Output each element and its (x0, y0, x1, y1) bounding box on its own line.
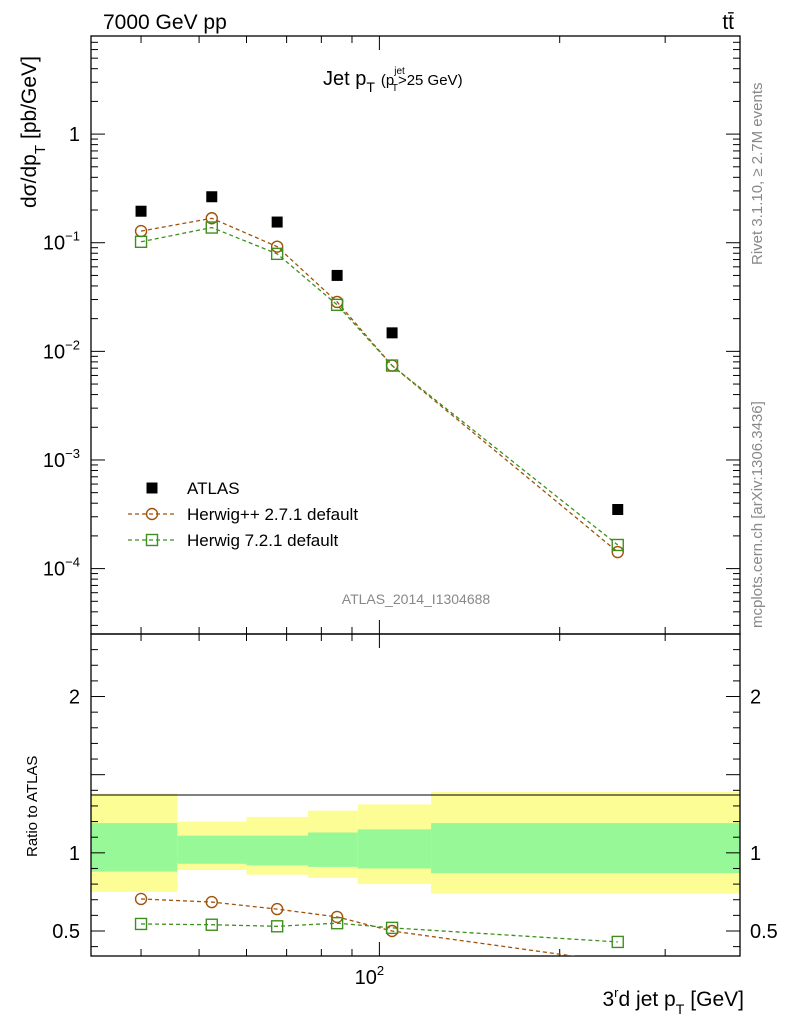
analysis-watermark: ATLAS_2014_I1304688 (342, 591, 491, 607)
point-atlas (206, 191, 218, 203)
point-herwig-7-2-1-default (134, 917, 148, 931)
main-y-tick-label: 10−4 (43, 555, 80, 581)
ratio-band-green (357, 829, 432, 869)
ratio-panel-frame (90, 633, 741, 957)
ratio-band-green (246, 835, 309, 866)
series-line-herwig-2-7-1-default (141, 898, 578, 956)
ratio-y-tick-label: 0.5 (52, 921, 80, 943)
point-herwig-2-7-1-default (205, 895, 218, 909)
point-herwig-7-2-1-default (270, 920, 284, 933)
point-herwig-2-7-1-default (611, 545, 624, 559)
legend-label: Herwig++ 2.7.1 default (187, 505, 358, 524)
legend-label: ATLAS (187, 479, 240, 498)
point-herwig-2-7-1-default (270, 902, 284, 916)
ratio-band-green (177, 835, 247, 864)
ratio-axis-ticks: 102 2 2 1 1 0.5 0.5 (52, 633, 778, 989)
point-herwig-2-7-1-default (134, 892, 148, 906)
point-atlas (386, 327, 398, 339)
point-atlas (331, 269, 343, 281)
legend-marker (145, 533, 159, 547)
mcplots-label: mcplots.cern.ch [arXiv:1306.3436] (749, 401, 766, 628)
ratio-band-green (431, 823, 740, 874)
point-atlas (271, 216, 283, 228)
main-y-tick-label: 1 (69, 124, 80, 146)
point-herwig-7-2-1-default (385, 921, 399, 935)
point-atlas (612, 504, 624, 516)
ratio-y-axis-label: Ratio to ATLAS (24, 756, 41, 857)
point-herwig-7-2-1-default (330, 916, 344, 930)
series-line-herwig-7-2-1-default (140, 226, 619, 546)
ratio-y-tick-label: 1 (69, 843, 80, 865)
main-y-axis-label: dσ/dpT[pb/GeV] (18, 56, 49, 208)
ratio-y-tick-label-right: 2 (750, 687, 761, 709)
main-y-tick-label: 10−2 (43, 337, 80, 363)
main-axis-ticks: 1 10−1 10−2 10−3 10−4 (43, 35, 741, 634)
ratio-band-green (308, 832, 358, 867)
point-herwig-7-2-1-default (134, 235, 148, 248)
legend-marker (145, 507, 159, 521)
point-herwig-7-2-1-default (611, 935, 624, 949)
ratio-y-tick-label-right: 1 (750, 843, 761, 865)
point-herwig-7-2-1-default (330, 298, 344, 312)
legend-label: Herwig 7.2.1 default (187, 531, 338, 550)
rivet-label: Rivet 3.1.10, ≥ 2.7M events (749, 83, 766, 266)
series-line-herwig-2-7-1-default (140, 217, 619, 553)
point-herwig-7-2-1-default (385, 359, 399, 372)
main-y-tick-label: 10−3 (43, 446, 80, 472)
ratio-band-green (91, 823, 178, 872)
energy-label: 7000 GeV pp (103, 11, 227, 34)
point-herwig-2-7-1-default (270, 240, 284, 253)
point-atlas (135, 205, 147, 217)
ratio-y-tick-label-right: 0.5 (750, 921, 778, 943)
legend: ATLAS Herwig++ 2.7.1 default Herwig 7.2.1 … (128, 479, 358, 550)
x-axis-label: 3rd jet pT [GeV] (602, 985, 744, 1017)
process-label: tt̄ (722, 11, 734, 34)
x-tick-label: 102 (355, 963, 384, 989)
point-herwig-2-7-1-default (612, 957, 623, 968)
point-herwig-2-7-1-default (205, 212, 218, 225)
point-herwig-2-7-1-default (330, 910, 344, 924)
main-title: Jet pT (pjet T>25 GeV) (323, 66, 463, 95)
main-y-tick-label: 10−1 (43, 229, 80, 255)
point-herwig-7-2-1-default (205, 221, 218, 234)
ratio-y-tick-label: 2 (69, 687, 80, 709)
ratio-plot-series (134, 892, 624, 968)
main-plot-series (134, 191, 624, 559)
point-herwig-7-2-1-default (611, 538, 624, 552)
point-herwig-7-2-1-default (270, 247, 284, 261)
legend-marker (146, 482, 158, 494)
series-line-herwig-7-2-1-default (141, 922, 618, 943)
ratio-uncertainty-bands (91, 791, 740, 894)
point-herwig-7-2-1-default (205, 918, 218, 931)
